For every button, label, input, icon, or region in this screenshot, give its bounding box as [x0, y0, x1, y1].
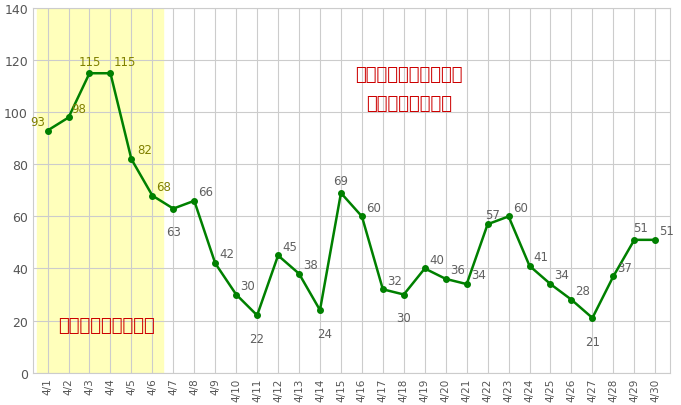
Text: 34: 34: [471, 269, 486, 281]
Text: 57: 57: [485, 209, 500, 222]
Text: 66: 66: [198, 185, 213, 198]
Text: 40: 40: [429, 253, 444, 266]
Text: 63: 63: [166, 226, 180, 239]
Text: 春休み期間は繁忙期: 春休み期間は繁忙期: [59, 316, 155, 335]
Text: 68: 68: [157, 180, 172, 193]
Text: 24: 24: [317, 327, 332, 340]
Text: 36: 36: [450, 264, 464, 277]
Text: 115: 115: [78, 55, 101, 68]
Text: 82: 82: [137, 144, 152, 157]
Text: 45: 45: [282, 240, 297, 253]
Text: 98: 98: [72, 102, 86, 115]
Text: 22: 22: [250, 332, 265, 345]
Text: 21: 21: [585, 335, 600, 348]
Text: 41: 41: [534, 250, 549, 263]
Text: 115: 115: [113, 55, 136, 68]
Text: 60: 60: [513, 201, 528, 214]
Text: 69: 69: [334, 175, 349, 188]
Text: 51: 51: [633, 222, 648, 235]
Text: 42: 42: [219, 248, 234, 261]
Bar: [37, 9, 163, 373]
Text: 32: 32: [387, 274, 402, 287]
Text: 30: 30: [240, 279, 255, 292]
Text: 28: 28: [575, 284, 590, 297]
Text: 38: 38: [303, 258, 318, 271]
Text: 30: 30: [396, 311, 411, 324]
Text: 34: 34: [554, 269, 569, 281]
Text: 37: 37: [618, 261, 633, 274]
Text: 春休み以降は閑散期！
週末は比較的混雑: 春休み以降は閑散期！ 週末は比較的混雑: [355, 66, 462, 113]
Text: 60: 60: [366, 201, 381, 214]
Text: 93: 93: [30, 115, 45, 128]
Text: 51: 51: [659, 224, 674, 237]
